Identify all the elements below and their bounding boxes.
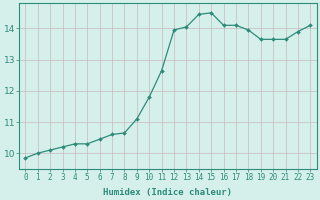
X-axis label: Humidex (Indice chaleur): Humidex (Indice chaleur) xyxy=(103,188,232,197)
